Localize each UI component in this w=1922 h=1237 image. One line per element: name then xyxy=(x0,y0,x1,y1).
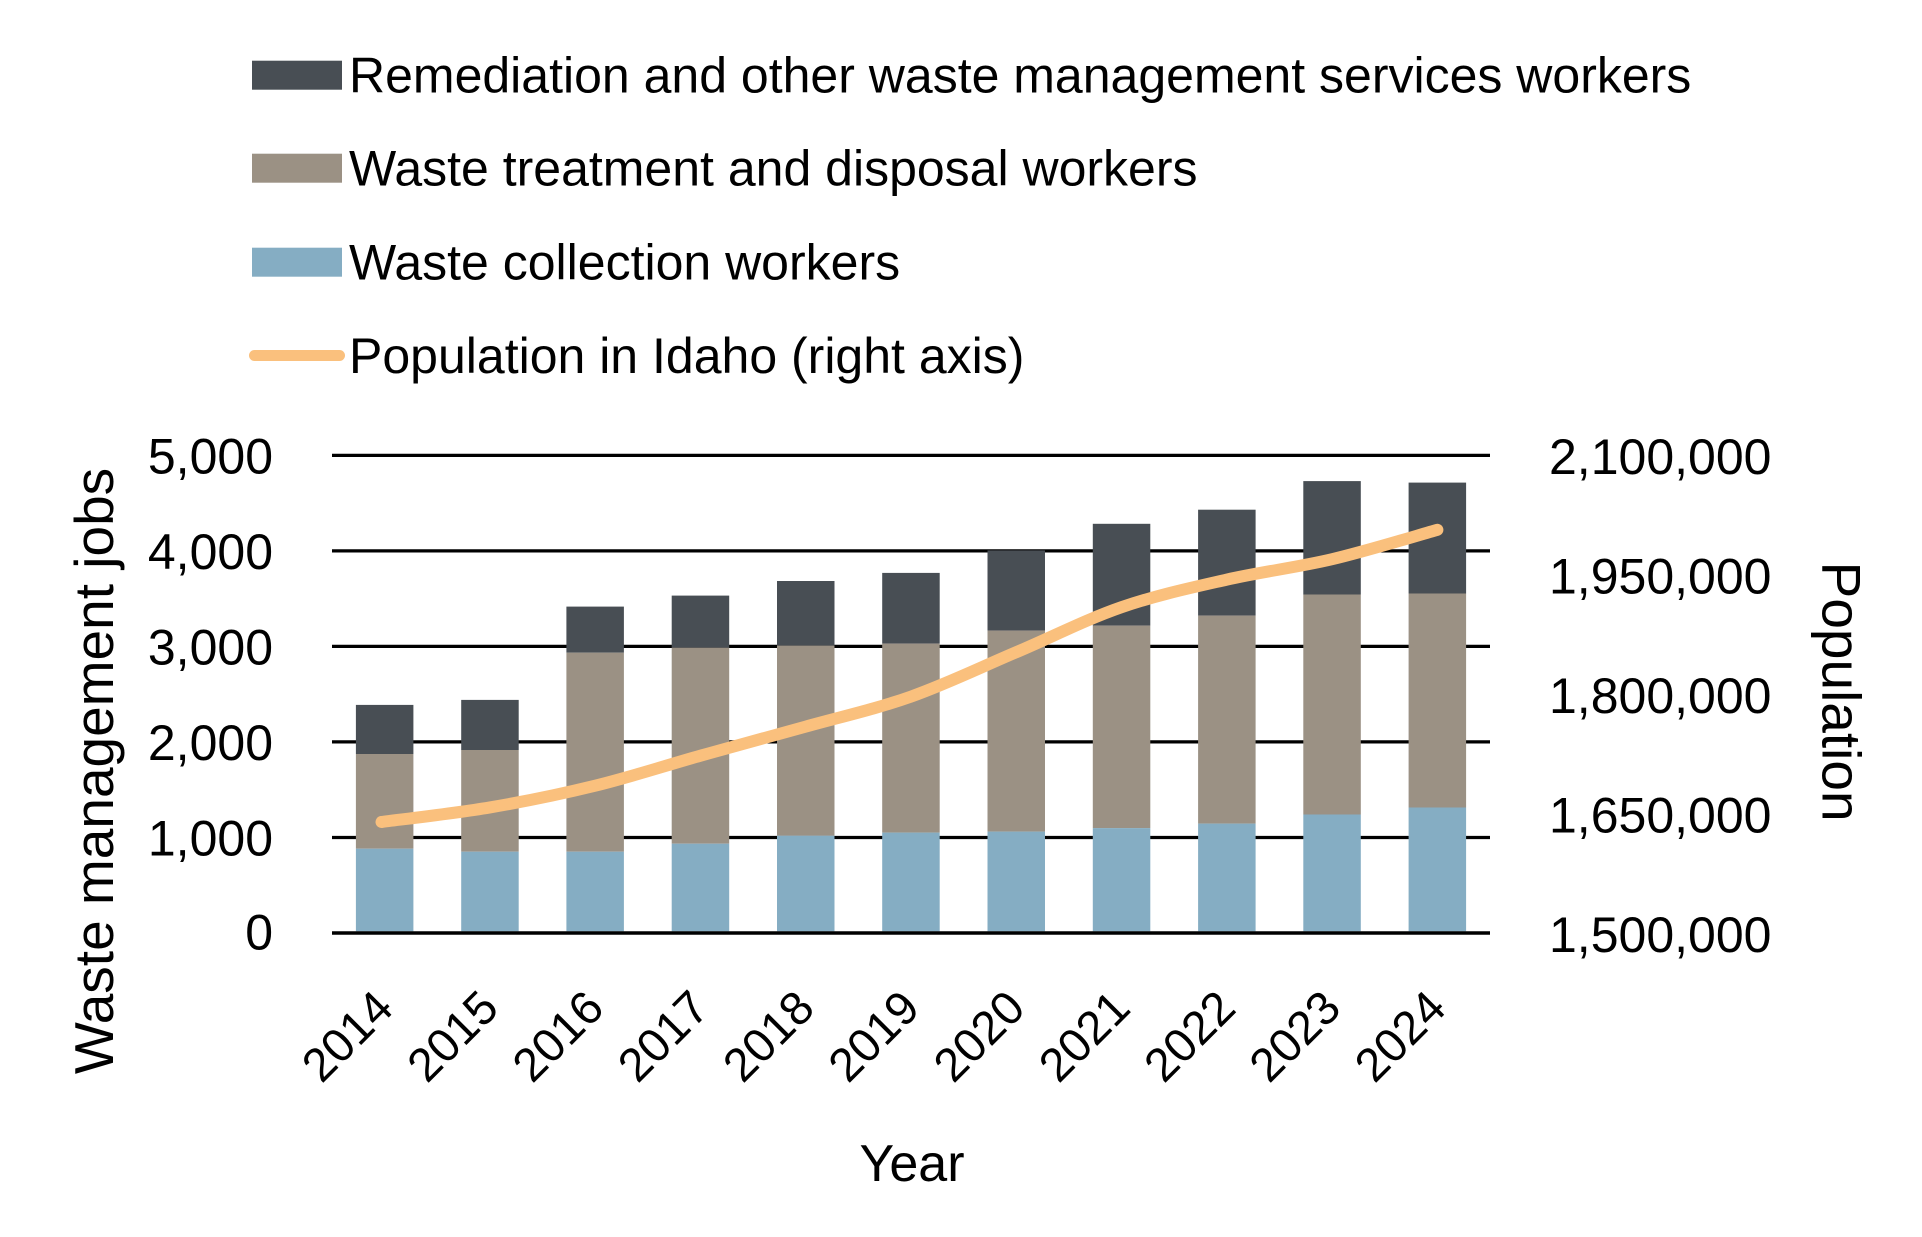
svg-text:3,000: 3,000 xyxy=(148,619,273,675)
svg-text:Waste treatment and disposal w: Waste treatment and disposal workers xyxy=(349,141,1198,197)
svg-text:1,000: 1,000 xyxy=(148,811,273,867)
svg-text:Population in Idaho (right axi: Population in Idaho (right axis) xyxy=(349,328,1024,384)
svg-text:1,800,000: 1,800,000 xyxy=(1549,668,1771,724)
svg-text:Population: Population xyxy=(1811,562,1873,822)
svg-text:1,650,000: 1,650,000 xyxy=(1549,787,1771,843)
svg-text:Waste management jobs: Waste management jobs xyxy=(63,468,125,1074)
svg-text:5,000: 5,000 xyxy=(148,428,273,484)
svg-text:0: 0 xyxy=(245,904,273,960)
svg-text:Year: Year xyxy=(859,1135,964,1193)
svg-text:1,950,000: 1,950,000 xyxy=(1549,549,1771,605)
svg-text:1,500,000: 1,500,000 xyxy=(1549,907,1771,963)
svg-text:2,100,000: 2,100,000 xyxy=(1549,429,1771,485)
svg-text:Waste collection workers: Waste collection workers xyxy=(349,235,900,291)
svg-text:2,000: 2,000 xyxy=(148,715,273,771)
svg-text:4,000: 4,000 xyxy=(148,524,273,580)
svg-text:Remediation and other waste ma: Remediation and other waste management s… xyxy=(349,48,1691,104)
